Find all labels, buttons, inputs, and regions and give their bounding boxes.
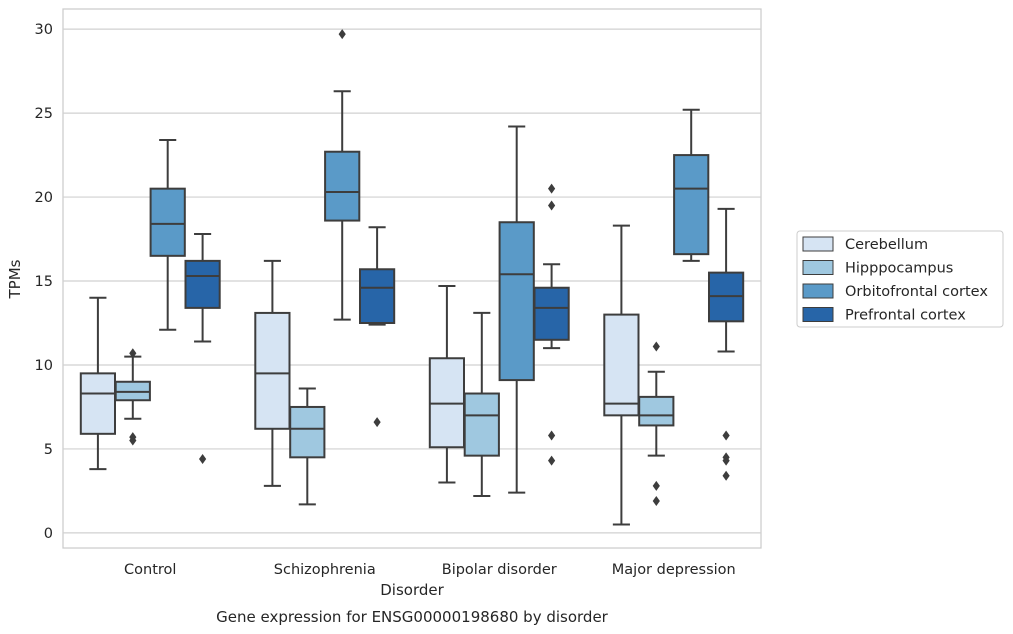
y-tick-label: 0 bbox=[44, 526, 53, 542]
y-tick-label: 20 bbox=[35, 190, 53, 206]
box-3-3 bbox=[707, 207, 745, 481]
outlier-point bbox=[548, 455, 556, 466]
y-axis-ticks: 0 5 10 15 20 25 30 bbox=[35, 22, 53, 542]
box-2-1 bbox=[324, 29, 361, 321]
legend-label: Orbitofrontal cortex bbox=[845, 284, 988, 300]
box-body bbox=[289, 405, 326, 459]
x-axis-label: Disorder bbox=[380, 581, 444, 599]
box-1-1 bbox=[289, 387, 326, 506]
outlier-point bbox=[129, 348, 137, 359]
outlier-point bbox=[722, 470, 730, 481]
chart-caption: Gene expression for ENSG00000198680 by d… bbox=[216, 608, 609, 626]
legend-swatch bbox=[802, 283, 834, 299]
legend: Cerebellum Hipppocampus Orbitofrontal cort… bbox=[796, 230, 1004, 328]
box-2-3 bbox=[673, 108, 710, 262]
box-body bbox=[638, 395, 675, 427]
outlier-point bbox=[338, 29, 346, 40]
outlier-point bbox=[548, 200, 556, 211]
box-body bbox=[149, 187, 186, 257]
outlier-point bbox=[722, 430, 730, 441]
x-tick-label: Control bbox=[124, 562, 176, 578]
box-body bbox=[79, 372, 117, 435]
y-tick-label: 5 bbox=[44, 442, 53, 458]
outlier-point bbox=[652, 341, 660, 352]
boxes bbox=[79, 29, 745, 526]
box-body bbox=[603, 313, 640, 417]
box-1-3 bbox=[638, 341, 675, 506]
legend-label: Prefrontal cortex bbox=[845, 308, 966, 324]
outlier-point bbox=[548, 183, 556, 194]
legend-label: Cerebellum bbox=[845, 237, 928, 253]
box-body bbox=[673, 154, 710, 256]
plot-area bbox=[62, 8, 762, 549]
x-axis-ticks: Control Schizophrenia Bipolar disorder Majo… bbox=[124, 562, 736, 578]
box-body bbox=[463, 392, 500, 457]
box-3-0 bbox=[184, 233, 221, 465]
box-3-1 bbox=[358, 226, 396, 428]
outlier-point bbox=[199, 454, 207, 465]
y-axis-label: TPMs bbox=[6, 259, 24, 299]
box-body bbox=[324, 150, 361, 222]
outlier-point bbox=[652, 495, 660, 506]
legend-label: Hipppocampus bbox=[845, 261, 953, 277]
outlier-point bbox=[373, 417, 381, 428]
box-3-2 bbox=[533, 183, 570, 466]
legend-swatch bbox=[802, 236, 834, 252]
y-tick-label: 10 bbox=[35, 358, 53, 374]
y-tick-label: 15 bbox=[35, 274, 53, 290]
box-1-2 bbox=[463, 311, 500, 497]
box-body bbox=[358, 268, 396, 324]
box-body bbox=[533, 286, 570, 341]
y-tick-label: 25 bbox=[35, 106, 53, 122]
y-tick-label: 30 bbox=[35, 22, 53, 38]
box-2-2 bbox=[498, 125, 535, 494]
legend-swatch bbox=[802, 260, 834, 275]
box-0-1 bbox=[254, 259, 291, 487]
legend-swatch bbox=[802, 307, 834, 322]
x-tick-label: Major depression bbox=[612, 562, 736, 578]
x-tick-label: Schizophrenia bbox=[274, 562, 376, 578]
box-body bbox=[184, 259, 221, 309]
legend-frame bbox=[796, 230, 1004, 328]
box-0-0 bbox=[79, 296, 117, 471]
box-body bbox=[254, 311, 291, 430]
outlier-point bbox=[548, 430, 556, 441]
box-0-2 bbox=[428, 285, 466, 484]
outlier-point bbox=[722, 455, 730, 466]
box-0-3 bbox=[603, 224, 640, 526]
box-1-0 bbox=[114, 348, 151, 446]
box-body bbox=[498, 221, 535, 382]
outlier-point bbox=[652, 480, 660, 491]
box-2-0 bbox=[149, 138, 186, 331]
x-tick-label: Bipolar disorder bbox=[442, 562, 557, 578]
outlier-point bbox=[129, 435, 137, 446]
